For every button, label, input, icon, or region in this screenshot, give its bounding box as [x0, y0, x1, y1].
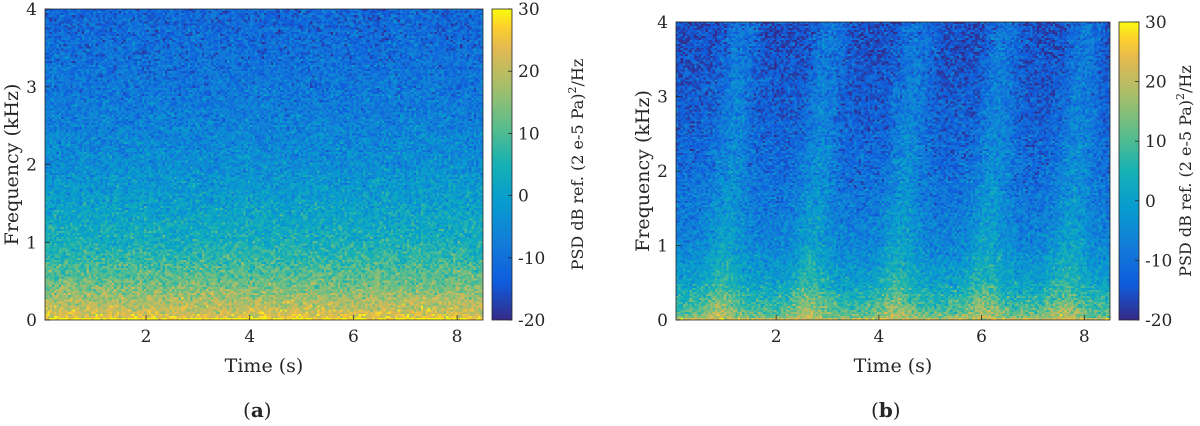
y-tick-label: 4	[26, 0, 37, 20]
y-tick-label: 1	[26, 233, 37, 253]
colorbar-tick-label: 0	[518, 187, 529, 207]
y-tick-label: 2	[657, 162, 668, 182]
colorbar-tick-label: -10	[518, 249, 545, 269]
y-tick-label: 1	[657, 237, 668, 257]
colorbar	[491, 8, 513, 321]
x-tick-label: 6	[976, 327, 987, 347]
panel-label-b: (b)	[871, 398, 901, 422]
panel-a: 0 1 2 3 4 2 4 6 8 Time (s) Frequency (kHz) -20 -10 0 1…	[1, 0, 587, 377]
colorbar-label: PSD dB ref. (2 e-5 Pa)2/Hz	[1174, 65, 1195, 277]
panel-label-b-letter: b	[878, 398, 893, 422]
panel-label-a-letter: a	[250, 398, 264, 422]
panel-b: 0 1 2 3 4 2 4 6 8 Time (s) Frequency (kHz) -20 -10 0 1…	[600, 0, 1200, 426]
y-tick-label: 0	[26, 311, 37, 331]
x-tick-label: 6	[348, 327, 359, 347]
x-tick-label: 2	[771, 327, 782, 347]
spectrogram-image	[676, 22, 1110, 320]
colorbar-tick-label: 30	[518, 0, 540, 20]
spectrogram-image	[45, 9, 483, 320]
colorbar-tick-label: -20	[1145, 311, 1172, 331]
spectrogram-chart-b: 0 1 2 3 4 2 4 6 8 Time (s) Frequency (kHz) -20 -10 0 1…	[632, 13, 1195, 377]
y-tick-label: 0	[657, 311, 668, 331]
colorbar-tick-label: -10	[1145, 251, 1172, 271]
colorbar-tick-label: 0	[1145, 192, 1156, 212]
x-tick-label: 8	[1079, 327, 1090, 347]
x-tick-label: 2	[141, 327, 152, 347]
colorbar-label: PSD dB ref. (2 e-5 Pa)2/Hz	[566, 59, 587, 271]
x-tick-label: 8	[452, 327, 463, 347]
colorbar-label-text: PSD dB ref. (2 e-5 Pa)2/Hz	[1174, 65, 1195, 277]
y-tick-label: 4	[657, 13, 668, 33]
colorbar-tick-label: 10	[518, 124, 540, 144]
colorbar	[1118, 21, 1140, 321]
y-axis-label: Frequency (kHz)	[1, 84, 23, 246]
y-tick-label: 3	[657, 88, 668, 108]
colorbar-label-text: PSD dB ref. (2 e-5 Pa)2/Hz	[566, 59, 587, 271]
colorbar-tick-label: 10	[1145, 132, 1167, 152]
x-tick-label: 4	[873, 327, 884, 347]
x-axis-label: Time (s)	[854, 355, 933, 377]
spectrogram-chart-a: 0 1 2 3 4 2 4 6 8 Time (s) Frequency (kHz) -20 -10 0 1…	[1, 0, 587, 377]
panel-label-a: (a)	[243, 398, 272, 422]
colorbar-tick-label: 20	[518, 62, 540, 82]
y-axis-label: Frequency (kHz)	[632, 90, 654, 252]
y-tick-label: 3	[26, 78, 37, 98]
x-axis-label: Time (s)	[225, 355, 304, 377]
colorbar-tick-label: 30	[1145, 13, 1167, 33]
colorbar-tick-label: -20	[518, 311, 545, 331]
colorbar-tick-label: 20	[1145, 73, 1167, 93]
y-tick-label: 2	[26, 156, 37, 176]
x-tick-label: 4	[244, 327, 255, 347]
